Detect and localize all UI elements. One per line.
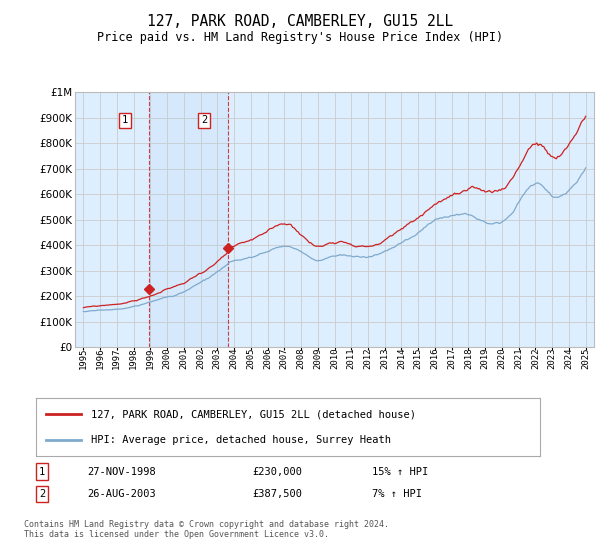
Text: 2013: 2013 — [380, 347, 389, 368]
Text: 2019: 2019 — [481, 347, 490, 368]
Text: 2017: 2017 — [447, 347, 456, 368]
Text: 2021: 2021 — [514, 347, 523, 368]
Text: 2010: 2010 — [330, 347, 339, 368]
Text: 2004: 2004 — [230, 347, 239, 368]
Text: 15% ↑ HPI: 15% ↑ HPI — [372, 466, 428, 477]
Text: 2020: 2020 — [497, 347, 506, 368]
Text: 2018: 2018 — [464, 347, 473, 368]
Text: 2001: 2001 — [179, 347, 188, 368]
Text: 2009: 2009 — [313, 347, 322, 368]
Text: 2011: 2011 — [347, 347, 356, 368]
Text: 26-AUG-2003: 26-AUG-2003 — [87, 489, 156, 499]
Text: 1998: 1998 — [129, 347, 138, 368]
Text: 1995: 1995 — [79, 347, 88, 368]
Text: 1999: 1999 — [146, 347, 155, 368]
Text: £387,500: £387,500 — [252, 489, 302, 499]
Text: 7% ↑ HPI: 7% ↑ HPI — [372, 489, 422, 499]
Text: 27-NOV-1998: 27-NOV-1998 — [87, 466, 156, 477]
Text: 2003: 2003 — [213, 347, 222, 368]
Text: 2002: 2002 — [196, 347, 205, 368]
Text: 2000: 2000 — [163, 347, 172, 368]
Text: 2022: 2022 — [531, 347, 540, 368]
Text: 1: 1 — [122, 115, 128, 125]
Text: Price paid vs. HM Land Registry's House Price Index (HPI): Price paid vs. HM Land Registry's House … — [97, 31, 503, 44]
Text: 1997: 1997 — [112, 347, 121, 368]
Bar — [149, 92, 229, 347]
Text: 2012: 2012 — [364, 347, 373, 368]
Text: 2023: 2023 — [548, 347, 557, 368]
Text: 2014: 2014 — [397, 347, 406, 368]
Text: 1996: 1996 — [95, 347, 104, 368]
Text: 127, PARK ROAD, CAMBERLEY, GU15 2LL: 127, PARK ROAD, CAMBERLEY, GU15 2LL — [147, 14, 453, 29]
Text: 2016: 2016 — [430, 347, 439, 368]
Text: 2024: 2024 — [565, 347, 574, 368]
Text: 127, PARK ROAD, CAMBERLEY, GU15 2LL (detached house): 127, PARK ROAD, CAMBERLEY, GU15 2LL (det… — [91, 409, 416, 419]
Text: 2007: 2007 — [280, 347, 289, 368]
Text: 2025: 2025 — [581, 347, 590, 368]
Text: £230,000: £230,000 — [252, 466, 302, 477]
Text: 2015: 2015 — [414, 347, 423, 368]
Text: 2: 2 — [39, 489, 45, 499]
Text: 2005: 2005 — [246, 347, 255, 368]
Text: 2: 2 — [201, 115, 207, 125]
Text: Contains HM Land Registry data © Crown copyright and database right 2024.
This d: Contains HM Land Registry data © Crown c… — [24, 520, 389, 539]
Text: 1: 1 — [39, 466, 45, 477]
Text: 2006: 2006 — [263, 347, 272, 368]
Text: HPI: Average price, detached house, Surrey Heath: HPI: Average price, detached house, Surr… — [91, 435, 391, 445]
Text: 2008: 2008 — [296, 347, 305, 368]
